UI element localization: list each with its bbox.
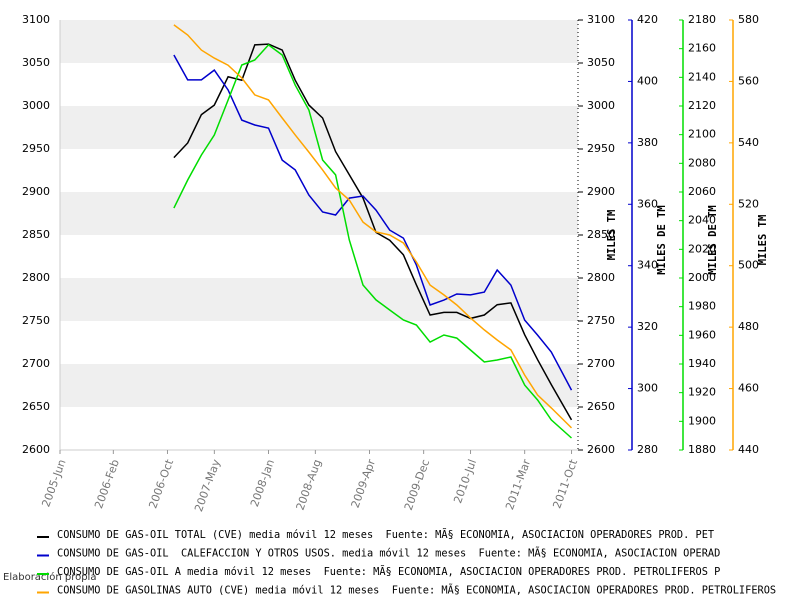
legend-label: CONSUMO DE GAS-OIL CALEFACCION Y OTROS U… [57, 547, 720, 560]
grid-band [60, 20, 578, 63]
y-tick-label: 540 [738, 136, 759, 149]
x-tick-label: 2009-Apr [349, 457, 379, 510]
x-tick-label: 2008-Aug [294, 458, 324, 512]
y-tick-label: 460 [738, 382, 759, 395]
y-tick-label: 2850 [22, 228, 50, 241]
y-tick-label: 320 [637, 320, 658, 333]
x-tick-label: 2009-Dec [402, 458, 432, 512]
y-tick-label: 400 [637, 74, 658, 87]
y-tick-label: 1980 [688, 300, 716, 313]
grid-band [60, 106, 578, 149]
y-tick-label: 2080 [688, 156, 716, 169]
y-tick-label: 2950 [22, 142, 50, 155]
y-right-tick-label: 2700 [587, 357, 615, 370]
y-tick-label: 300 [637, 382, 658, 395]
legend-label: CONSUMO DE GASOLINAS AUTO (CVE) media mó… [57, 584, 776, 597]
y-tick-label: 3100 [22, 13, 50, 26]
y-right-tick-label: 2850 [587, 228, 615, 241]
x-tick-label: 2008-Jan [248, 458, 277, 509]
y-right-tick-label: 2800 [587, 271, 615, 284]
axis-title: MILES TM [606, 210, 618, 261]
y-right-tick-label: 3100 [587, 13, 615, 26]
y-tick-label: 2100 [688, 128, 716, 141]
y-tick-label: 2600 [22, 443, 50, 456]
y-tick-label: 2180 [688, 13, 716, 26]
y-tick-label: 2700 [22, 357, 50, 370]
y-tick-label: 340 [637, 259, 658, 272]
y-tick-label: 1940 [688, 357, 716, 370]
y-tick-label: 1920 [688, 386, 716, 399]
y-tick-label: 380 [637, 136, 658, 149]
y-right-tick-label: 2900 [587, 185, 615, 198]
y-tick-label: 1900 [688, 414, 716, 427]
y-tick-label: 2800 [22, 271, 50, 284]
series-line [173, 54, 573, 391]
y-tick-label: 2000 [688, 271, 716, 284]
y-tick-label: 2650 [22, 400, 50, 413]
y-tick-label: 2750 [22, 314, 50, 327]
grid-band [60, 192, 578, 235]
y-tick-label: 3000 [22, 99, 50, 112]
y-tick-label: 2160 [688, 42, 716, 55]
y-right-tick-label: 2750 [587, 314, 615, 327]
y-tick-label: 560 [738, 74, 759, 87]
note: Elaboración propia [3, 571, 96, 583]
y-tick-label: 3050 [22, 56, 50, 69]
grid-band [60, 364, 578, 407]
y-tick-label: 420 [637, 13, 658, 26]
x-tick-label: 2010-Jul [451, 458, 479, 506]
y-tick-label: 2040 [688, 214, 716, 227]
axis-title: MILES DE TM [656, 205, 668, 275]
y-tick-label: 2020 [688, 242, 716, 255]
y-tick-label: 520 [738, 197, 759, 210]
y-tick-label: 2140 [688, 70, 716, 83]
y-tick-label: 360 [637, 197, 658, 210]
series-line [173, 24, 573, 429]
y-tick-label: 1880 [688, 443, 716, 456]
y-right-tick-label: 3000 [587, 99, 615, 112]
y-tick-label: 1960 [688, 328, 716, 341]
y-tick-label: 2900 [22, 185, 50, 198]
y-tick-label: 440 [738, 443, 759, 456]
y-tick-label: 2060 [688, 185, 716, 198]
series-line [173, 43, 573, 439]
y-tick-label: 580 [738, 13, 759, 26]
legend-label: CONSUMO DE GAS-OIL TOTAL (CVE) media móv… [57, 528, 714, 541]
series-line [173, 43, 573, 421]
x-tick-label: 2011-Oct [550, 457, 580, 510]
legend-label: CONSUMO DE GAS-OIL A media móvil 12 mese… [57, 565, 720, 578]
y-right-tick-label: 2650 [587, 400, 615, 413]
x-tick-label: 2007-May [192, 457, 223, 513]
y-right-tick-label: 2600 [587, 443, 615, 456]
y-right-tick-label: 2950 [587, 142, 615, 155]
x-tick-label: 2006-Oct [146, 457, 176, 510]
x-tick-label: 2006-Feb [92, 458, 122, 511]
y-right-tick-label: 3050 [587, 56, 615, 69]
grid-band [60, 278, 578, 321]
axis-title: MILES TM [757, 215, 769, 266]
x-tick-label: 2005-Jun [39, 458, 68, 509]
x-tick-label: 2011-Mar [503, 457, 533, 511]
y-tick-label: 2120 [688, 99, 716, 112]
axis-title: MILES DE TM [707, 205, 719, 275]
y-tick-label: 480 [738, 320, 759, 333]
y-tick-label: 500 [738, 259, 759, 272]
y-tick-label: 280 [637, 443, 658, 456]
